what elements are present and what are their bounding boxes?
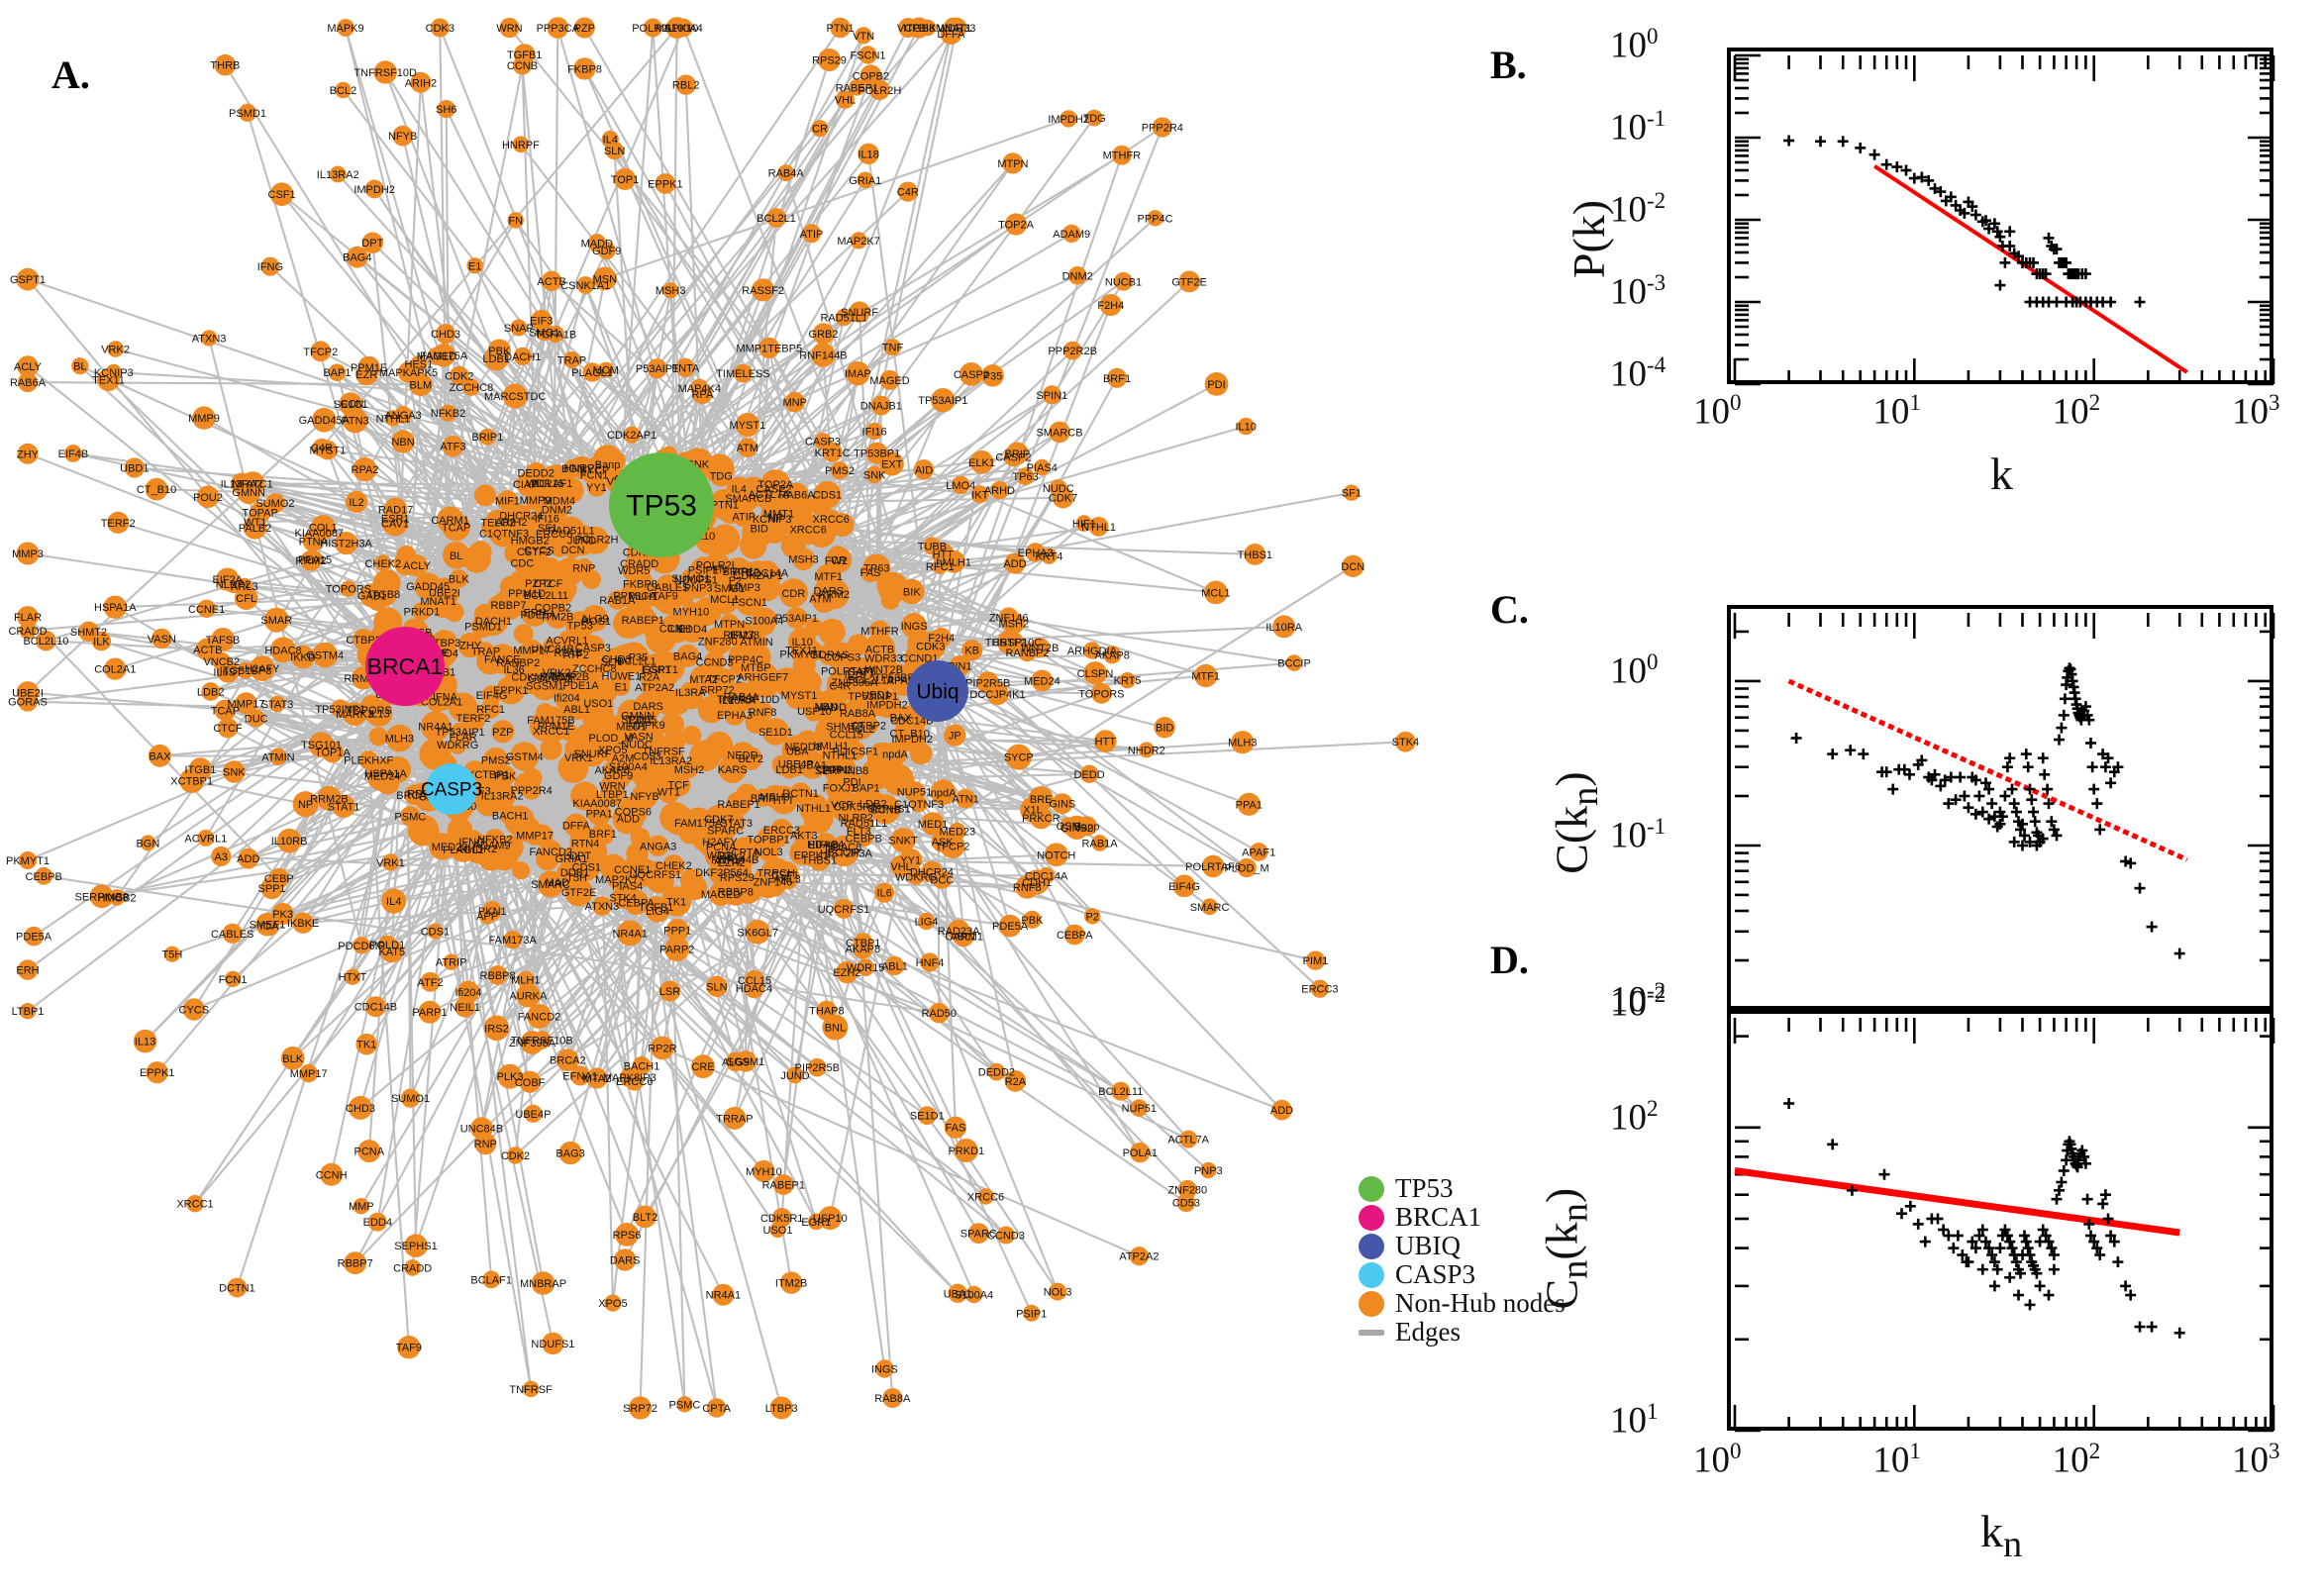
legend-label: Edges xyxy=(1395,1317,1461,1347)
panel-b-plot-frame xyxy=(1727,48,2275,386)
legend-item-non-hub-nodes: Non-Hub nodes xyxy=(1359,1288,1566,1318)
panel-d-letter: D. xyxy=(1490,938,1529,982)
legend-label: Non-Hub nodes xyxy=(1395,1288,1566,1318)
panel-b-ytick: 10-1 xyxy=(1610,106,1666,149)
panel-b-data-svg xyxy=(1733,53,2275,386)
panel-d-data-svg xyxy=(1733,1018,2275,1433)
legend-label: BRCA1 xyxy=(1395,1202,1482,1232)
legend-label: UBIQ xyxy=(1395,1231,1461,1260)
network-graph-svg: CDC14BKIAA0087THAP8NTHL1VRK1MAGEDDHCR24C… xyxy=(6,17,1419,1420)
legend-item-casp3: CASP3 xyxy=(1359,1259,1537,1289)
panel-d-xlabel-text: kn xyxy=(1980,1506,2023,1566)
panel-b-xtick: 101 xyxy=(1872,390,1921,433)
panel-d-ylabel-text: Cn(kn) xyxy=(1536,1187,1596,1310)
panel-d-xtick: 103 xyxy=(2232,1439,2280,1481)
panel-b-xtick: 100 xyxy=(1693,390,1742,433)
panel-d-xtick: 100 xyxy=(1693,1439,1742,1481)
panel-c-data-svg xyxy=(1733,613,2275,1012)
legend-item-ubiq: UBIQ xyxy=(1359,1231,1537,1260)
panel-c-letter: C. xyxy=(1490,587,1529,632)
legend-swatch-tp53 xyxy=(1359,1175,1384,1202)
panel-b-letter: B. xyxy=(1490,43,1527,87)
panel-d-xtick: 102 xyxy=(2052,1439,2101,1481)
panel-c-ytick: 10-1 xyxy=(1610,813,1666,856)
legend-line-swatch xyxy=(1359,1329,1384,1336)
panel-a-network: A. CDC14BKIAA0087THAP8NTHL1VRK1MAGEDDHCR… xyxy=(6,17,1419,1420)
panel-d-top-ytick: 10-2 xyxy=(1610,982,1666,1025)
panel-b-ytick: 100 xyxy=(1610,24,1659,66)
legend-label: TP53 xyxy=(1395,1173,1454,1203)
panel-a-letter: A. xyxy=(51,52,90,97)
panel-d-plot-frame xyxy=(1727,1010,2275,1433)
legend-item-brca1: BRCA1 xyxy=(1359,1202,1537,1232)
legend-label: CASP3 xyxy=(1395,1259,1476,1289)
legend-item-tp53: TP53 xyxy=(1359,1173,1537,1203)
panel-b-ytick: 10-2 xyxy=(1610,188,1666,231)
legend-item-edges: Edges xyxy=(1359,1317,1537,1347)
legend-swatch-nonhub xyxy=(1359,1290,1384,1317)
legend-swatch-casp3 xyxy=(1359,1261,1384,1288)
legend-swatch-ubiq xyxy=(1359,1233,1384,1259)
panel-c-plot-frame xyxy=(1727,605,2275,1012)
panel-c-ytick: 10-2 xyxy=(1610,978,1666,1021)
panel-c-ylabel-text: C(kn) xyxy=(1546,771,1606,874)
panel-b-ytick: 10-4 xyxy=(1610,352,1666,395)
panel-d-ytick: 101 xyxy=(1610,1399,1659,1442)
panel-c-ytick: 100 xyxy=(1610,648,1659,692)
legend: TP53 BRCA1 UBIQ CASP3 Non-Hub nodes Edges xyxy=(1359,1173,1566,1347)
panel-b-xlabel-text: k xyxy=(1990,449,2013,499)
legend-swatch-brca1 xyxy=(1359,1204,1384,1231)
panel-b-ytick: 10-3 xyxy=(1610,270,1666,313)
panel-b-ylabel-text: P(k) xyxy=(1564,199,1615,279)
panel-d-xtick: 101 xyxy=(1872,1439,1921,1481)
panel-b-xtick: 103 xyxy=(2232,390,2280,433)
panel-b-xtick: 102 xyxy=(2052,390,2101,433)
panel-d-ytick: 102 xyxy=(1610,1095,1659,1139)
